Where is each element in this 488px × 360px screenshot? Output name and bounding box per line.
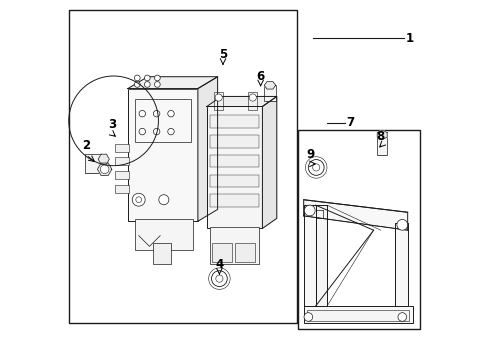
Circle shape	[144, 75, 150, 81]
Text: 1: 1	[405, 32, 413, 45]
Bar	[214, 92, 223, 110]
Circle shape	[167, 129, 174, 135]
Circle shape	[308, 159, 324, 175]
Text: 7: 7	[346, 116, 354, 129]
Polygon shape	[206, 96, 276, 107]
Bar	[210, 135, 258, 148]
Circle shape	[153, 111, 160, 117]
Bar	[210, 116, 258, 128]
Bar	[212, 243, 232, 262]
Bar	[135, 99, 190, 142]
Circle shape	[154, 75, 160, 81]
Bar	[210, 155, 258, 167]
Circle shape	[139, 129, 145, 135]
Text: 2: 2	[82, 139, 90, 152]
Circle shape	[312, 164, 319, 171]
Text: 5: 5	[219, 48, 226, 61]
Polygon shape	[262, 96, 276, 228]
Bar	[69, 10, 297, 323]
Bar	[235, 243, 255, 262]
Polygon shape	[376, 130, 386, 139]
Polygon shape	[303, 200, 407, 230]
Text: 9: 9	[306, 148, 314, 161]
Bar	[210, 194, 258, 207]
Circle shape	[304, 313, 312, 321]
Polygon shape	[394, 223, 407, 306]
Circle shape	[100, 165, 109, 174]
Text: 3: 3	[107, 118, 116, 131]
Circle shape	[159, 195, 168, 205]
Bar	[115, 157, 129, 165]
Circle shape	[304, 205, 314, 216]
Polygon shape	[97, 163, 112, 175]
Bar	[297, 130, 419, 329]
Circle shape	[154, 82, 160, 87]
Polygon shape	[98, 154, 109, 164]
Circle shape	[167, 111, 174, 117]
Bar	[85, 154, 101, 173]
Circle shape	[153, 129, 160, 135]
Polygon shape	[264, 82, 275, 89]
Circle shape	[249, 94, 256, 101]
Bar	[206, 107, 262, 228]
Polygon shape	[303, 205, 315, 306]
Bar	[115, 171, 129, 179]
Circle shape	[132, 193, 145, 206]
Bar	[128, 89, 198, 221]
Polygon shape	[128, 77, 217, 89]
Polygon shape	[315, 205, 326, 306]
Circle shape	[134, 75, 140, 81]
Circle shape	[134, 82, 140, 87]
Circle shape	[396, 220, 407, 230]
Bar	[264, 85, 275, 101]
Bar	[303, 306, 412, 323]
Bar	[115, 185, 129, 193]
Bar	[135, 220, 192, 250]
Circle shape	[136, 197, 142, 203]
Text: 8: 8	[376, 130, 384, 144]
Circle shape	[139, 111, 145, 117]
Text: 6: 6	[256, 69, 264, 82]
Bar	[210, 175, 258, 187]
Circle shape	[211, 271, 227, 287]
Bar	[115, 144, 129, 152]
Bar	[376, 135, 386, 155]
Polygon shape	[198, 77, 217, 221]
Bar	[247, 92, 257, 110]
Bar	[210, 226, 258, 264]
Circle shape	[397, 313, 406, 321]
Circle shape	[215, 94, 222, 101]
Bar	[306, 310, 408, 320]
Circle shape	[144, 82, 150, 87]
Bar	[153, 243, 171, 264]
Text: 4: 4	[215, 258, 223, 271]
Circle shape	[215, 275, 223, 282]
